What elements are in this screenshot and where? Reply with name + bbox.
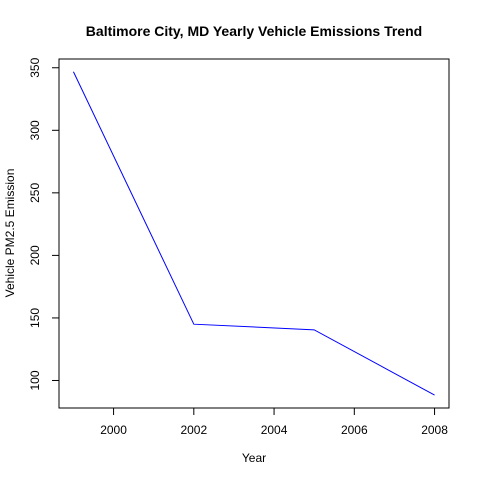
x-tick-label: 2006 <box>341 423 368 437</box>
x-tick-label: 2008 <box>421 423 448 437</box>
chart-title: Baltimore City, MD Yearly Vehicle Emissi… <box>86 23 422 39</box>
x-tick-label: 2002 <box>180 423 207 437</box>
series-line <box>72 71 435 396</box>
x-tick-label: 2000 <box>100 423 127 437</box>
y-tick-label: 350 <box>28 57 42 77</box>
x-axis-ticks: 2000 2002 2004 2006 2008 <box>100 408 448 437</box>
y-tick-label: 150 <box>28 308 42 328</box>
y-tick-label: 300 <box>28 120 42 140</box>
y-tick-label: 250 <box>28 183 42 203</box>
series-layer <box>72 71 435 396</box>
y-axis-ticks: 100 150 200 250 300 350 <box>28 57 59 390</box>
y-tick-label: 200 <box>28 245 42 265</box>
x-axis-label: Year <box>242 451 266 465</box>
y-tick-label: 100 <box>28 370 42 390</box>
y-axis-label: Vehicle PM2.5 Emission <box>3 169 17 298</box>
x-tick-label: 2004 <box>261 423 288 437</box>
